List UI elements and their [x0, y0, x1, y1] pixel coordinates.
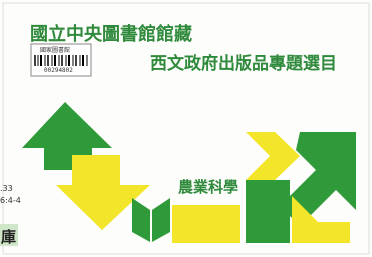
barcode-owner: 國家圖書館: [40, 45, 70, 54]
green-square: [246, 180, 290, 243]
book-cover: 國立中央圖書館館藏 西文政府出版品專題選目 國家圖書館 00294802 農業科…: [0, 0, 372, 257]
topic: 農業科學: [178, 176, 238, 197]
subtitle: 西文政府出版品專題選目: [150, 49, 337, 74]
title: 國立中央圖書館館藏: [30, 20, 192, 46]
call-number-2: 6:4-4: [0, 196, 21, 205]
barcode-number: 00294802: [44, 67, 73, 74]
book-left: [132, 198, 150, 242]
yellow-chevron: [246, 132, 300, 180]
green-diagonal-arrow: [280, 132, 356, 226]
stamp: 庫: [1, 226, 16, 247]
call-number-1: .33: [0, 184, 13, 193]
yellow-block: [172, 205, 240, 243]
book-right: [152, 198, 170, 242]
